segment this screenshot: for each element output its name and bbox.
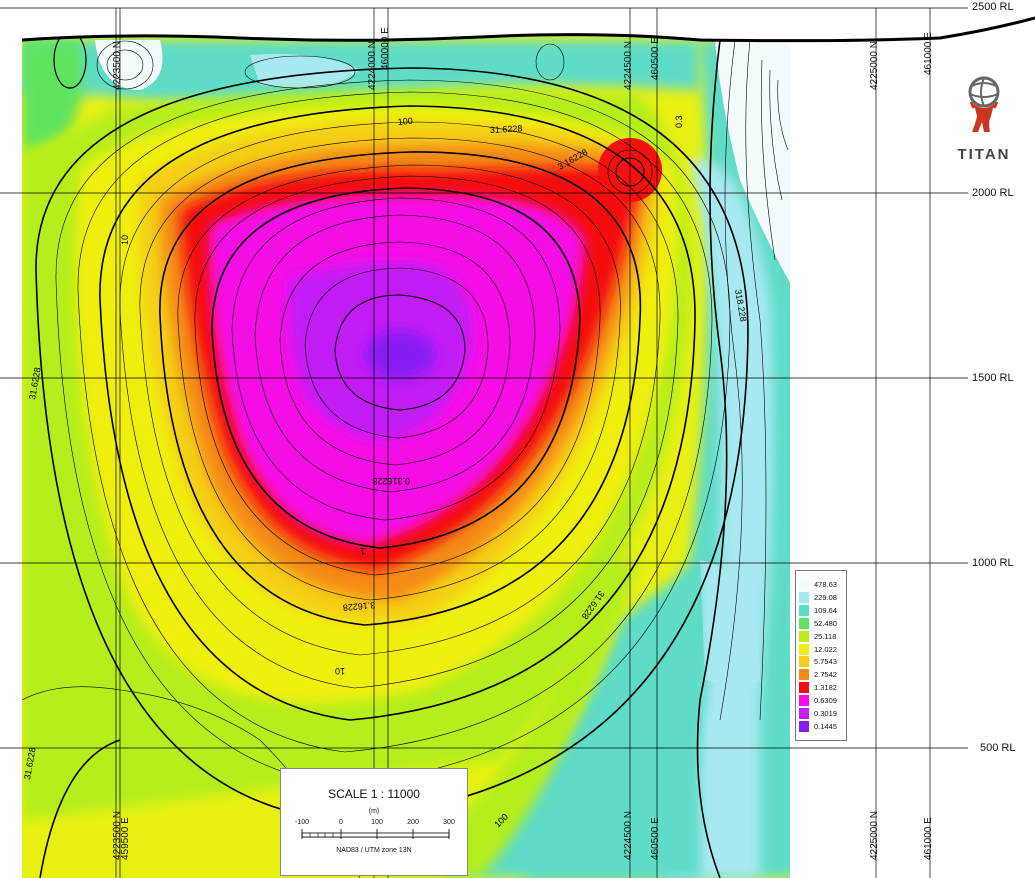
- contour-label: 100: [397, 116, 413, 127]
- legend-entry: 229.08: [799, 591, 837, 603]
- legend-label: 0.3019: [814, 709, 837, 718]
- legend-label: 0.1445: [814, 721, 837, 731]
- scale-unit: (m): [368, 808, 380, 815]
- axis-label-easting: 460000 E: [380, 27, 391, 70]
- axis-label-northing: 4224000 N: [367, 41, 378, 90]
- legend-label: 12.022: [814, 644, 837, 654]
- contour-label: 3.16228: [342, 600, 375, 613]
- legend-entry: 0.6309: [799, 695, 837, 707]
- legend-swatch: [799, 617, 809, 629]
- legend-label: 2.7542: [814, 670, 837, 680]
- grid-lines: [0, 7, 968, 878]
- scale-tick-label: 200: [407, 819, 419, 826]
- legend-swatch: [799, 682, 809, 694]
- contour-label: 10: [335, 666, 345, 676]
- contour-label: 1: [360, 546, 365, 556]
- axis-label-northing: 4224500 N: [623, 41, 634, 90]
- scale-bar: [301, 829, 450, 839]
- contour-label: 0.3: [674, 115, 684, 128]
- legend-swatch: [799, 579, 809, 590]
- legend-swatch: [799, 643, 809, 655]
- projection-label: NAD83 / UTM zone 13N: [336, 847, 412, 854]
- legend-entry: 12.022: [799, 643, 837, 655]
- titan-logo: TITAN: [944, 70, 1024, 170]
- axis-label-easting: 459500 E: [120, 817, 131, 860]
- rl-label-1000: 1000 RL: [972, 557, 1014, 569]
- scale-box: SCALE 1 : 11000 (m) -100 0 100 200 300 N…: [280, 768, 468, 876]
- axis-label-northing: 4225000 N: [869, 41, 880, 90]
- legend-entry: 0.1445: [799, 720, 837, 732]
- atlas-globe-icon: [968, 76, 1000, 132]
- legend-entry: 52.480: [799, 617, 837, 629]
- legend-swatch: [799, 669, 809, 681]
- legend-label: 478.63: [814, 580, 837, 589]
- legend-swatch: [799, 591, 809, 603]
- rl-label-500: 500 RL: [980, 742, 1016, 754]
- axis-label-northing: 4224500 N: [623, 811, 634, 860]
- scale-title: SCALE 1 : 11000: [328, 787, 420, 801]
- axis-label-easting: 460500 E: [650, 37, 661, 80]
- axis-label-easting: 461000 E: [923, 32, 934, 75]
- legend-entry: 478.63: [799, 579, 837, 590]
- scale-tick-label: -100: [294, 819, 310, 826]
- contour-label: 31.6228: [490, 123, 523, 135]
- legend-label: 25.118: [814, 631, 837, 641]
- scale-tick-label: 100: [371, 819, 383, 826]
- axis-label-northing: 4225000 N: [869, 811, 880, 860]
- legend-entry: 25.118: [799, 630, 837, 642]
- legend-label: 0.6309: [814, 696, 837, 706]
- legend-label: 229.08: [814, 592, 837, 602]
- legend-swatch: [799, 720, 809, 732]
- topography-line: [21, 16, 1035, 43]
- legend-label: 1.3182: [814, 683, 837, 693]
- legend-entry: 0.3019: [799, 708, 837, 719]
- legend-label: 52.480: [814, 618, 837, 628]
- legend-swatch: [799, 604, 809, 616]
- axis-label-northing: 4223500 N: [112, 41, 123, 90]
- legend-swatch: [799, 708, 809, 719]
- legend-swatch: [799, 695, 809, 707]
- logo-text: TITAN: [957, 146, 1011, 163]
- legend-entry: 109.64: [799, 604, 837, 616]
- legend-entry: 2.7542: [799, 669, 837, 681]
- rl-label-1500: 1500 RL: [972, 372, 1014, 384]
- rl-label-2000: 2000 RL: [972, 187, 1014, 199]
- legend-entry: 1.3182: [799, 682, 837, 694]
- scale-tick-label: 300: [443, 819, 455, 826]
- legend-entry: 5.7543: [799, 656, 837, 668]
- legend-label: 109.64: [814, 605, 837, 615]
- legend-swatch: [799, 630, 809, 642]
- legend-swatch: [799, 656, 809, 668]
- color-legend: 478.63 229.08 109.64 52.480 25.118 12.022 5.75…: [795, 570, 847, 741]
- scale-tick-label: 0: [339, 819, 343, 826]
- contour-label: 0.316228: [372, 476, 410, 486]
- axis-label-easting: 461000 E: [923, 817, 934, 860]
- legend-label: 5.7543: [814, 657, 837, 667]
- contour-label: 10: [120, 235, 130, 245]
- rl-label-2500: 2500 RL: [972, 1, 1014, 13]
- axis-label-easting: 460500 E: [650, 817, 661, 860]
